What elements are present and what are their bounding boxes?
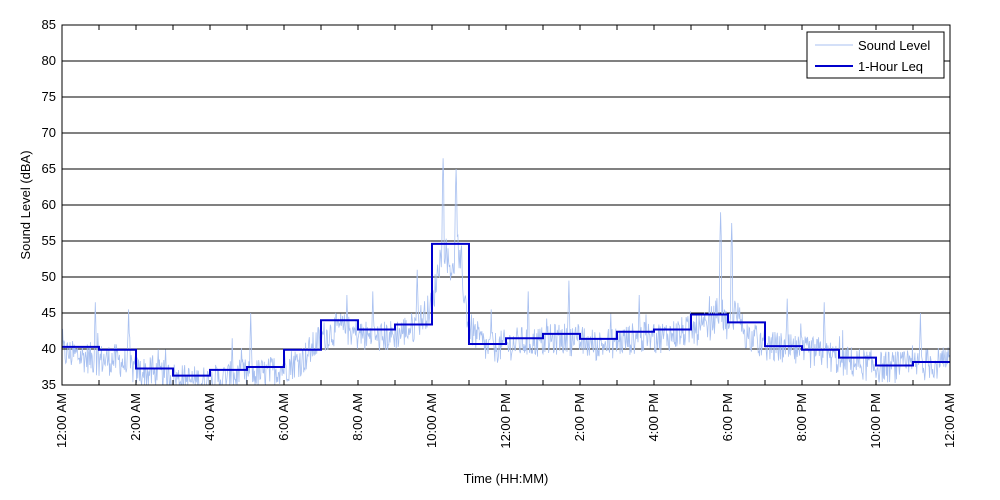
x-tick-label: 10:00 AM <box>424 393 439 448</box>
x-tick-label: 4:00 PM <box>646 393 661 441</box>
y-tick-label: 65 <box>42 161 56 176</box>
y-tick-label: 45 <box>42 305 56 320</box>
x-tick-label: 6:00 AM <box>276 393 291 441</box>
x-tick-label: 6:00 PM <box>720 393 735 441</box>
x-tick-label: 12:00 AM <box>54 393 69 448</box>
legend-box <box>806 31 945 79</box>
y-tick-label: 85 <box>42 17 56 32</box>
x-tick-label: 4:00 AM <box>202 393 217 441</box>
x-tick-label: 2:00 AM <box>128 393 143 441</box>
x-tick-label: 10:00 PM <box>868 393 883 449</box>
legend: Sound Level 1-Hour Leq <box>806 31 945 79</box>
y-tick-label: 70 <box>42 125 56 140</box>
y-axis-ticks: 35 40 45 50 55 60 65 70 75 80 85 <box>42 17 950 392</box>
y-tick-label: 40 <box>42 341 56 356</box>
leq-step-line <box>62 242 950 377</box>
x-tick-label: 8:00 AM <box>350 393 365 441</box>
x-tick-label: 12:00 PM <box>498 393 513 449</box>
y-tick-label: 55 <box>42 233 56 248</box>
legend-label-sound-level: Sound Level <box>858 38 930 53</box>
y-tick-label: 50 <box>42 269 56 284</box>
x-tick-label: 2:00 PM <box>572 393 587 441</box>
x-axis-label: Time (HH:MM) <box>464 471 549 486</box>
y-tick-label: 75 <box>42 89 56 104</box>
legend-label-leq: 1-Hour Leq <box>858 59 923 74</box>
x-axis-ticks: 12:00 AM 2:00 AM 4:00 AM 6:00 AM 8:00 AM 10:0… <box>54 25 957 449</box>
grid-lines <box>62 60 950 350</box>
y-axis-label: Sound Level (dBA) <box>18 150 33 259</box>
y-tick-label: 80 <box>42 53 56 68</box>
leq-series <box>62 242 950 377</box>
x-tick-label: 12:00 AM <box>942 393 957 448</box>
y-tick-label: 35 <box>42 377 56 392</box>
y-tick-label: 60 <box>42 197 56 212</box>
x-tick-label: 8:00 PM <box>794 393 809 441</box>
